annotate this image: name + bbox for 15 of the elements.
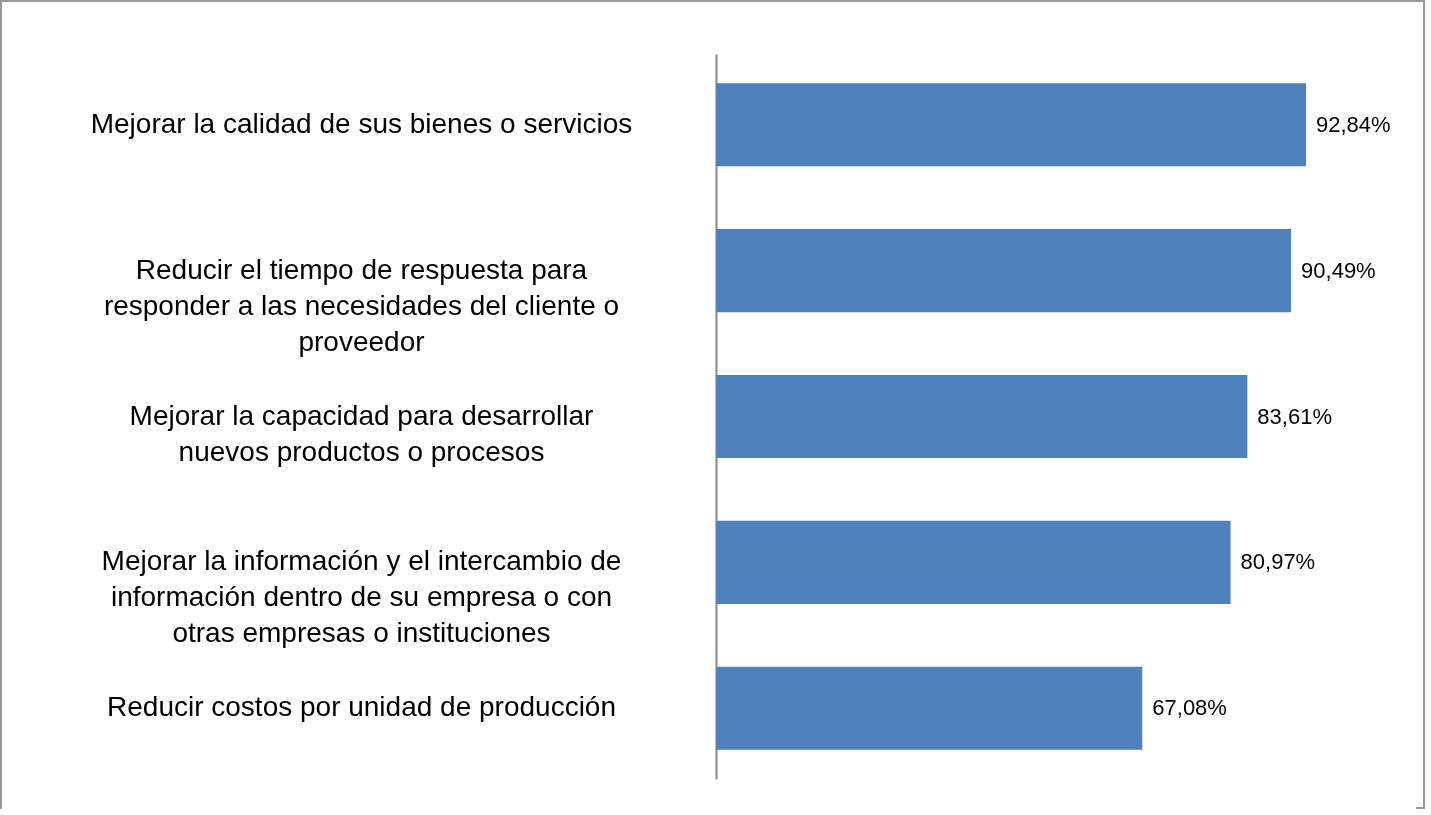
y-tick-label: Mejorar la información y el intercambio de información dentro de su empresa o con otras empresas o instituciones [101, 545, 622, 649]
data-label: 80,97% [1240, 549, 1316, 575]
bar [716, 229, 1292, 313]
data-label: 67,08% [1152, 695, 1227, 721]
y-tick-label: Mejorar la calidad de sus bienes o servicios [90, 107, 633, 139]
bar [716, 666, 1143, 750]
y-tick-label: Mejorar la capacidad para desarrollar nuevos productos o procesos [129, 399, 594, 467]
y-tick-label: Reducir el tiempo de respuesta para responder a las necesidades del cliente o proveedor [103, 253, 620, 357]
bar [716, 374, 1248, 459]
bar [716, 83, 1306, 167]
y-tick-label: Reducir costos por unidad de producción [107, 691, 616, 723]
data-label: 83,61% [1257, 403, 1332, 429]
data-label: 92,84% [1316, 111, 1391, 137]
data-label: 90,49% [1301, 257, 1376, 283]
bar [716, 520, 1231, 604]
